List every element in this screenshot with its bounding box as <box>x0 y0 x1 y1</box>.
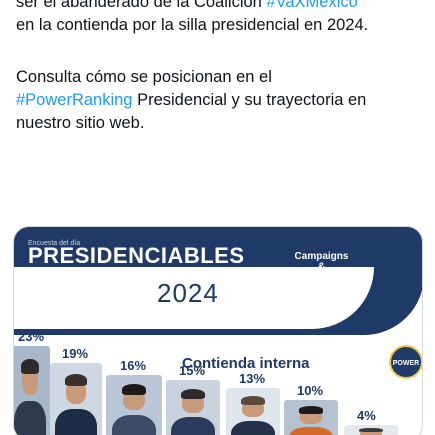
tweet-paragraph-2: Consulta cómo se posicionan en el #Power… <box>16 66 428 135</box>
media-card[interactable]: Encuesta del día PRESIDENCIABLES 2024 Ca… <box>13 226 423 435</box>
tweet-text: ser el abanderado de la Coalición #VaXMe… <box>16 0 428 135</box>
tweet-line-4: #PowerRanking Presidencial y su trayecto… <box>16 89 428 112</box>
candidate-hair <box>181 388 205 399</box>
candidate-suit <box>111 415 157 435</box>
logo-line-2: & Elections <box>297 261 346 284</box>
tweet-line-3: Consulta cómo se posicionan en el <box>16 68 272 86</box>
candidate-hair <box>359 428 383 432</box>
chart-subtitle: Contienda interna <box>182 355 310 372</box>
candidate-photo-bar <box>284 400 338 435</box>
candidate-hair <box>241 395 265 405</box>
bar-value-label: 13% <box>239 371 266 386</box>
tweet-line-2: en la contienda por la silla presidencia… <box>16 16 369 34</box>
logo-line-1: Campaigns <box>294 251 349 262</box>
candidate-photo-bar <box>50 363 102 435</box>
bar-chart: 23% 19% 16% 15% 13% 10% 4% <box>14 227 422 435</box>
bar-value-label: 23% <box>18 329 45 344</box>
candidate-hair <box>299 406 323 414</box>
hashtag-powerranking[interactable]: #PowerRanking <box>16 91 133 109</box>
bar-value-label: 19% <box>62 346 89 361</box>
candidate-face <box>360 429 382 435</box>
candidate-suit <box>289 427 333 435</box>
campaigns-elections-logo: Campaigns & Elections <box>294 251 349 291</box>
bar-value-label: 4% <box>357 408 376 423</box>
candidate-photo-bar <box>344 425 398 435</box>
bar-value-label: 10% <box>297 383 324 398</box>
candidate-hair <box>64 373 88 387</box>
candidate-photo-bar <box>14 346 50 435</box>
candidate-hair <box>21 358 39 374</box>
bar-value-label: 15% <box>179 363 206 378</box>
bar-value-label: 16% <box>120 358 147 373</box>
candidate-photo-bar <box>106 375 162 435</box>
candidate-suit <box>55 409 97 435</box>
candidate-suit <box>14 401 46 435</box>
candidate-photo-bar <box>226 388 280 435</box>
tweet-text-segment: ser el abanderado de la Coalición <box>16 0 267 11</box>
tweet-line-5: nuestro sitio web. <box>16 114 145 132</box>
card-year: 2024 <box>157 278 219 308</box>
card-title: PRESIDENCIABLES <box>28 243 245 268</box>
candidate-hair <box>121 384 147 395</box>
tweet-text-segment: Presidencial y su trayectoria en <box>132 91 367 109</box>
candidate-photo-bar <box>166 380 220 435</box>
flag-icon <box>300 293 322 303</box>
power-ranking-logo: POWER RANK <box>389 345 422 401</box>
survey-label: Encuesta del día <box>28 240 81 247</box>
hashtag-vaxmexico[interactable]: #VaXMexico <box>266 0 358 11</box>
tweet-line-1: ser el abanderado de la Coalición #VaXMe… <box>16 0 428 14</box>
candidate-suit <box>171 417 215 435</box>
candidate-suit <box>231 421 275 435</box>
